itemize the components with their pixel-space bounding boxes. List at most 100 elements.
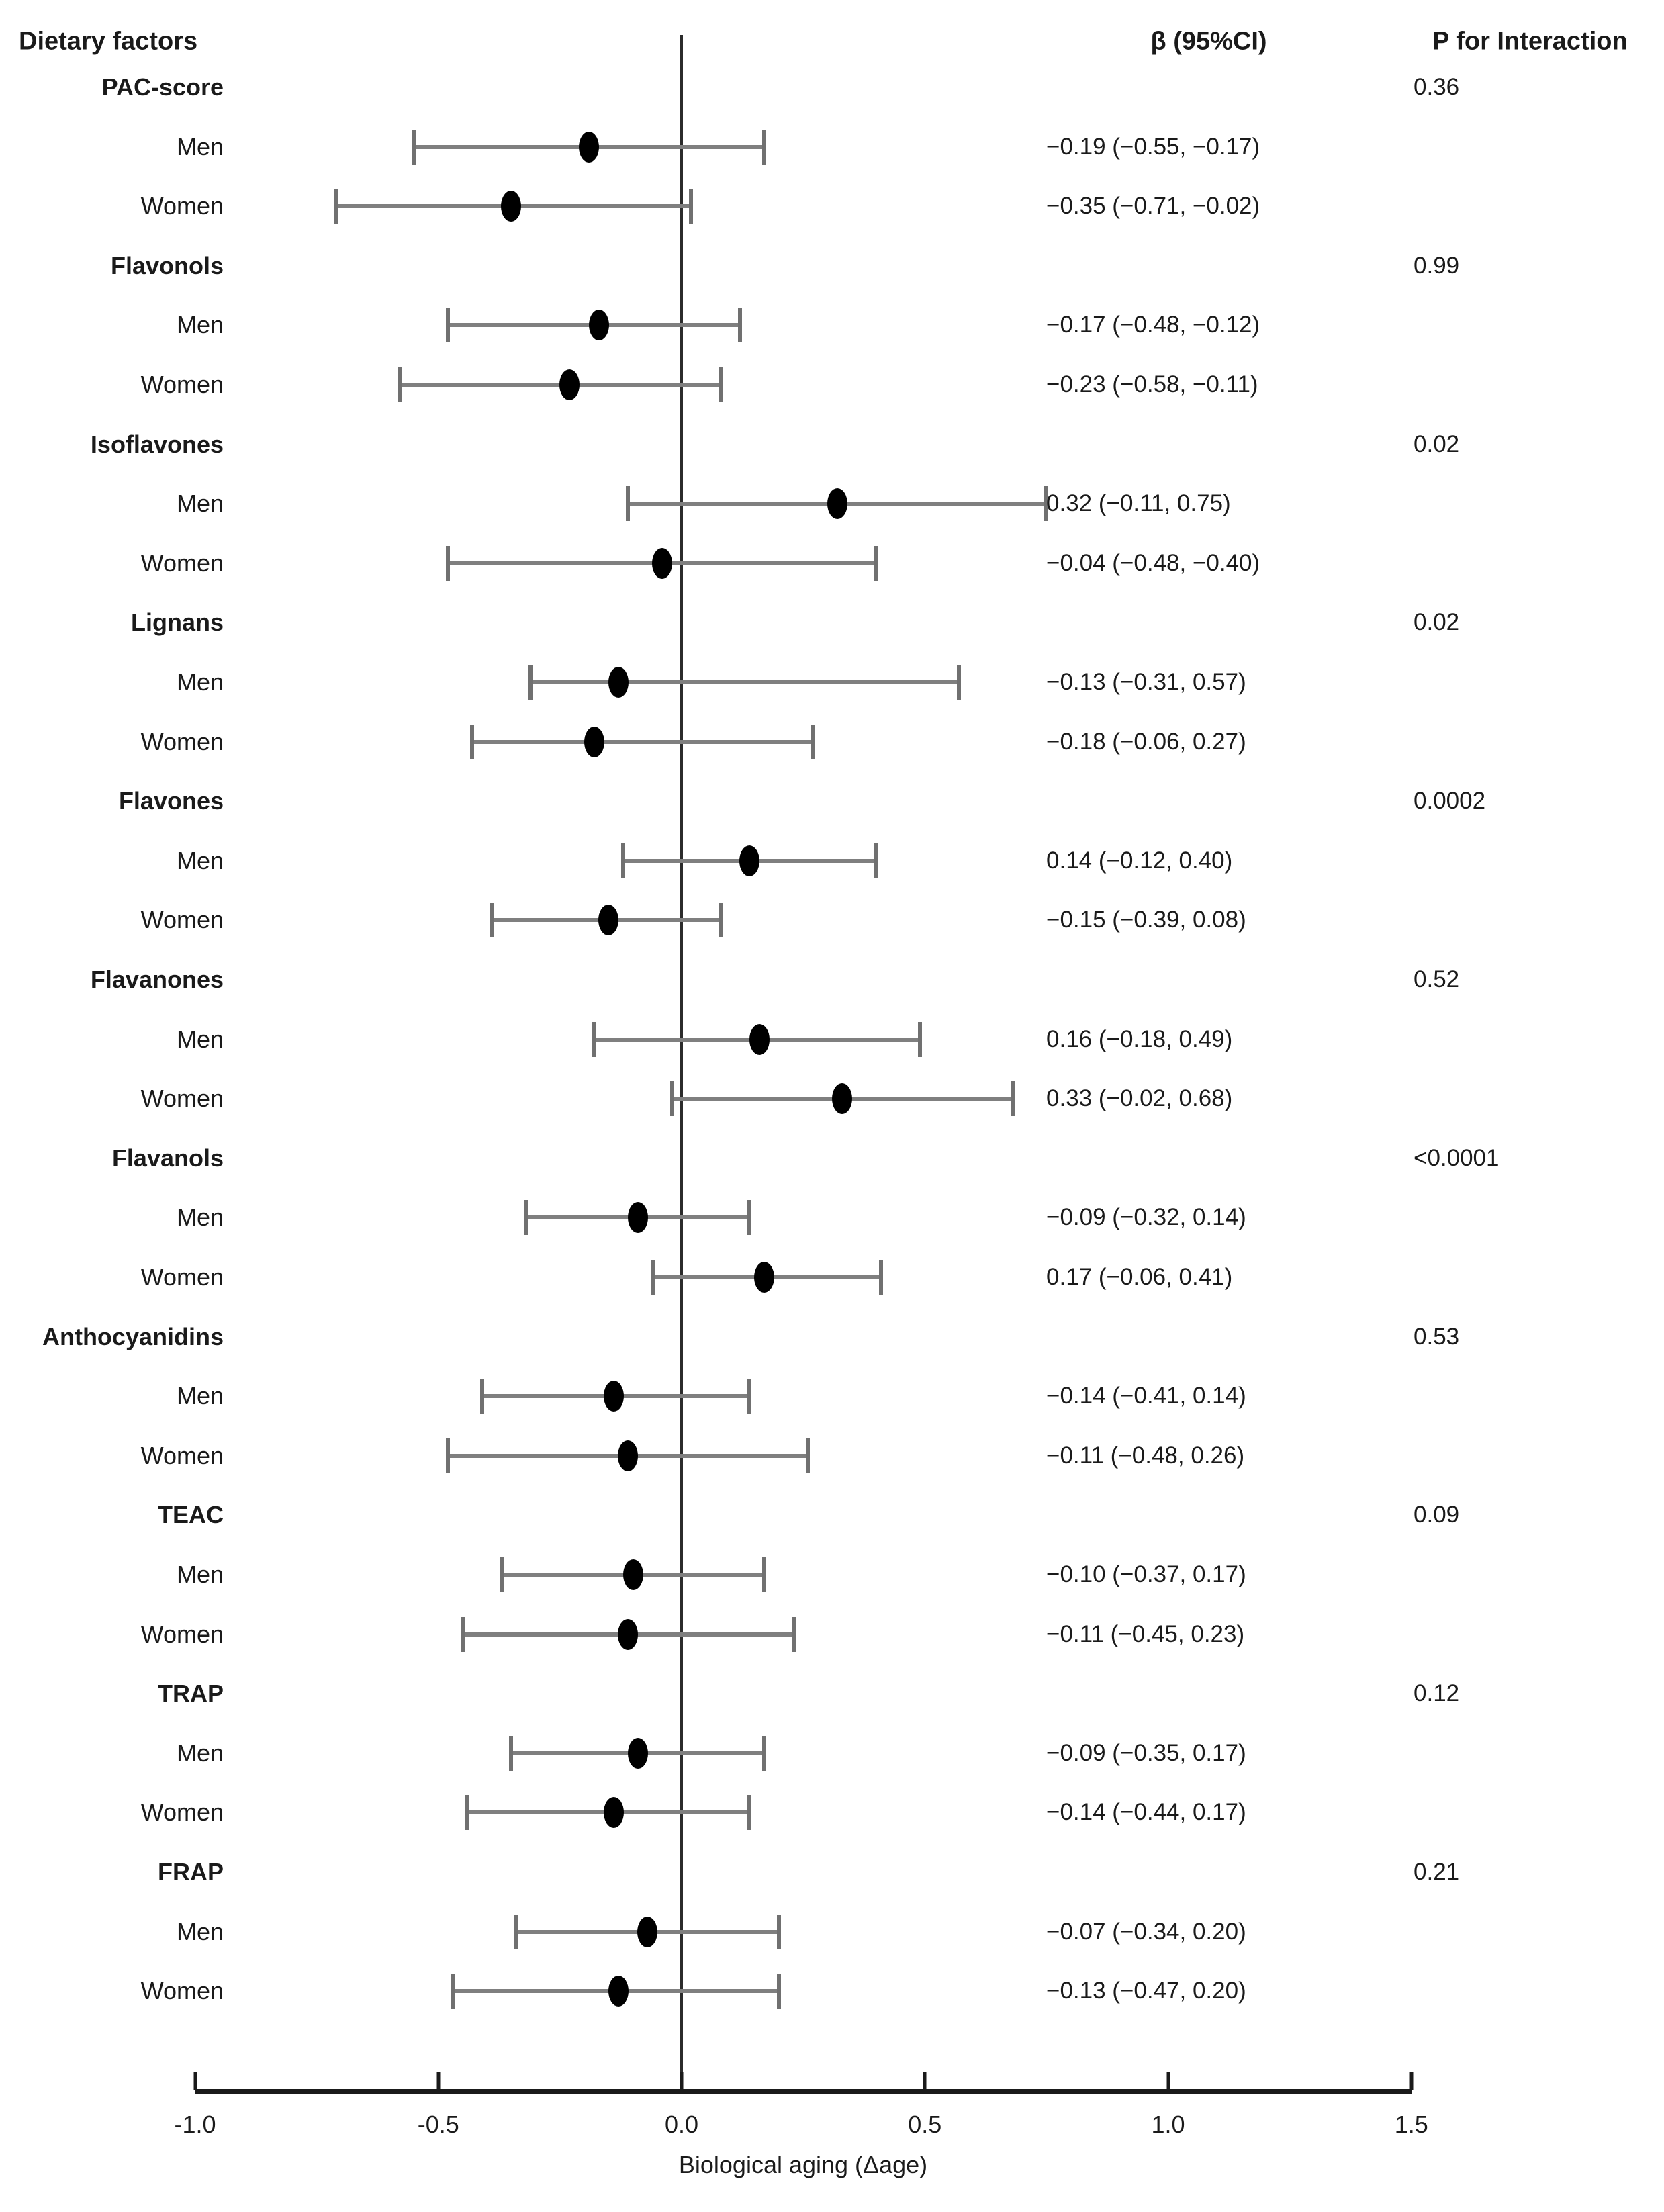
ci-cap-high	[874, 545, 878, 581]
point-estimate-dot	[749, 1023, 770, 1055]
beta-ci-value: 0.14 (−0.12, 0.40)	[1046, 847, 1233, 874]
ci-cap-low	[446, 1438, 451, 1473]
x-axis-line	[195, 2089, 1412, 2094]
x-axis-tick	[1409, 2072, 1414, 2090]
beta-ci-value: −0.09 (−0.35, 0.17)	[1046, 1739, 1246, 1766]
point-estimate-dot	[618, 1618, 639, 1650]
sex-label: Men	[176, 1561, 224, 1588]
ci-cap-high	[806, 1438, 811, 1473]
sex-label: Women	[140, 1977, 224, 2005]
group-label: Flavanones	[90, 966, 224, 993]
beta-ci-value: −0.09 (−0.32, 0.14)	[1046, 1204, 1246, 1231]
point-estimate-dot	[608, 1976, 629, 2007]
point-estimate-dot	[618, 1440, 639, 1471]
group-label: FRAP	[158, 1858, 224, 1886]
ci-cap-high	[879, 1260, 884, 1295]
point-estimate-dot	[588, 310, 609, 341]
ci-cap-low	[334, 189, 338, 224]
sex-label: Women	[140, 549, 224, 577]
ci-cap-low	[446, 308, 451, 343]
sex-label: Men	[176, 1382, 224, 1410]
sex-label: Men	[176, 1917, 224, 1945]
point-estimate-dot	[559, 369, 580, 400]
point-estimate-dot	[579, 131, 600, 163]
beta-ci-value: −0.18 (−0.06, 0.27)	[1046, 728, 1246, 755]
beta-ci-value: −0.19 (−0.55, −0.17)	[1046, 133, 1260, 160]
ci-cap-low	[499, 1557, 504, 1592]
ci-cap-high	[737, 308, 742, 343]
ci-cap-high	[791, 1616, 796, 1652]
x-axis-tick	[680, 2072, 684, 2090]
p-interaction-value: 0.36	[1414, 74, 1460, 100]
sex-label: Women	[140, 371, 224, 398]
ci-cap-low	[470, 724, 475, 759]
x-axis-tick-label: -1.0	[174, 2111, 216, 2138]
ci-cap-high	[811, 724, 815, 759]
ci-cap-high	[747, 1200, 752, 1236]
column-header-p-interaction: P for Interaction	[1432, 27, 1628, 56]
x-axis-tick	[1166, 2072, 1170, 2090]
point-estimate-dot	[603, 1797, 624, 1829]
column-header-dietary-factors: Dietary factors	[19, 27, 198, 56]
beta-ci-value: −0.35 (−0.71, −0.02)	[1046, 193, 1260, 220]
p-interaction-value: 0.99	[1414, 252, 1460, 279]
sex-label: Women	[140, 906, 224, 934]
ci-cap-high	[762, 1735, 767, 1771]
group-label: TRAP	[158, 1679, 224, 1708]
ci-cap-high	[718, 367, 723, 402]
beta-ci-value: −0.11 (−0.48, 0.26)	[1046, 1442, 1245, 1469]
x-axis-tick	[923, 2072, 927, 2090]
ci-cap-low	[397, 367, 402, 402]
sex-label: Women	[140, 1798, 224, 1827]
beta-ci-value: −0.17 (−0.48, −0.12)	[1046, 312, 1260, 338]
sex-label: Men	[176, 1739, 224, 1767]
ci-cap-low	[460, 1616, 465, 1652]
beta-ci-value: −0.15 (−0.39, 0.08)	[1046, 907, 1246, 933]
group-label: PAC-score	[101, 73, 224, 101]
ci-cap-high	[762, 129, 767, 165]
x-axis-tick-label: 0.0	[664, 2111, 699, 2138]
group-label: Lignans	[130, 608, 224, 637]
point-estimate-dot	[652, 547, 673, 579]
ci-cap-low	[465, 1795, 470, 1831]
ci-cap-low	[528, 665, 533, 700]
beta-ci-value: −0.14 (−0.44, 0.17)	[1046, 1799, 1246, 1826]
beta-ci-value: 0.32 (−0.11, 0.75)	[1046, 490, 1231, 517]
x-axis-tick-label: 0.5	[908, 2111, 942, 2138]
sex-label: Men	[176, 490, 224, 518]
group-label: Isoflavones	[90, 430, 224, 458]
p-interaction-value: 0.02	[1414, 609, 1460, 636]
point-estimate-dot	[584, 726, 604, 757]
p-interaction-value: 0.53	[1414, 1323, 1460, 1350]
x-axis-tick	[436, 2072, 441, 2090]
point-estimate-dot	[739, 845, 760, 876]
ci-cap-high	[689, 189, 694, 224]
p-interaction-value: 0.0002	[1414, 788, 1486, 815]
sex-label: Women	[140, 1085, 224, 1113]
point-estimate-dot	[827, 488, 847, 520]
ci-cap-high	[747, 1379, 752, 1414]
ci-cap-high	[776, 1914, 781, 1949]
beta-ci-value: 0.16 (−0.18, 0.49)	[1046, 1025, 1233, 1052]
group-label: Flavonols	[110, 251, 224, 279]
sex-label: Men	[176, 1203, 224, 1232]
sex-label: Men	[176, 1025, 224, 1053]
ci-cap-high	[1044, 486, 1049, 522]
point-estimate-dot	[627, 1737, 648, 1769]
group-label: TEAC	[158, 1501, 224, 1529]
beta-ci-value: 0.17 (−0.06, 0.41)	[1046, 1264, 1233, 1290]
ci-cap-low	[514, 1914, 518, 1949]
sex-label: Women	[140, 727, 224, 755]
sex-label: Men	[176, 846, 224, 874]
point-estimate-dot	[637, 1916, 658, 1947]
beta-ci-value: −0.13 (−0.31, 0.57)	[1046, 669, 1246, 695]
beta-ci-value: −0.13 (−0.47, 0.20)	[1046, 1978, 1246, 2004]
ci-cap-low	[621, 843, 626, 878]
ci-cap-low	[669, 1081, 674, 1117]
point-estimate-dot	[501, 191, 522, 222]
group-label: Anthocyanidins	[42, 1322, 224, 1350]
beta-ci-value: −0.23 (−0.58, −0.11)	[1046, 371, 1258, 398]
sex-label: Men	[176, 132, 224, 160]
sex-label: Women	[140, 1441, 224, 1469]
